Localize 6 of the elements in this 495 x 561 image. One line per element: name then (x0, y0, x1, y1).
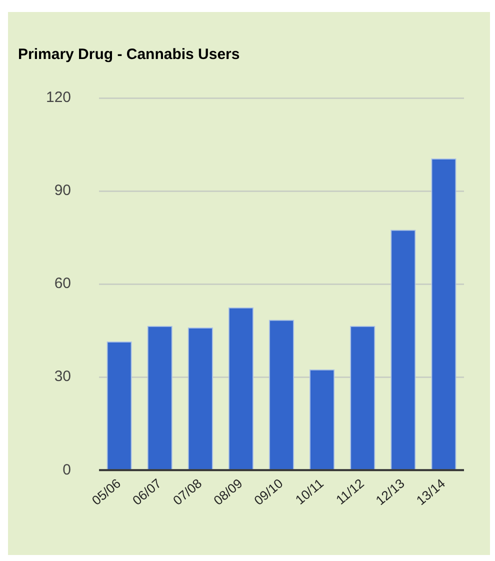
chart-title: Primary Drug - Cannabis Users (18, 46, 240, 64)
y-tick-label: 0 (62, 461, 72, 478)
y-tick-label: 90 (54, 182, 72, 200)
y-tick-label: 60 (54, 275, 72, 292)
y-tick-label: 120 (46, 89, 72, 106)
y-tick-label: 30 (54, 368, 72, 386)
